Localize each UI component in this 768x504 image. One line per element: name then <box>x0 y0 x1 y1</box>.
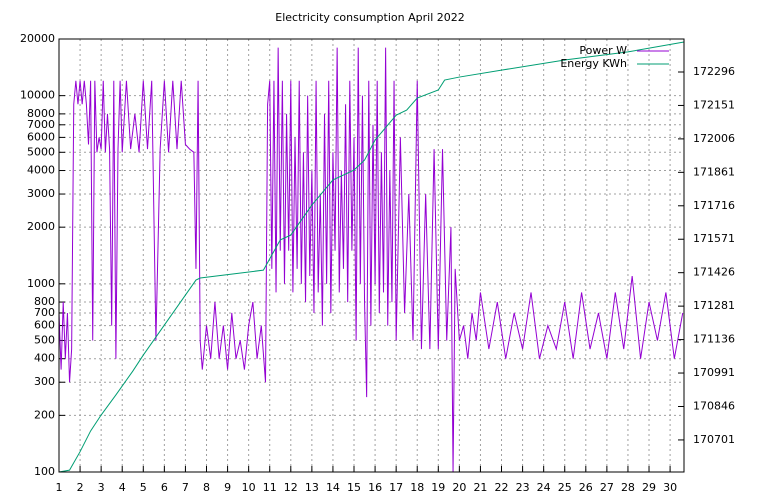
x-tick-label: 5 <box>140 481 147 494</box>
y2-tick-label: 172296 <box>693 65 735 78</box>
x-tick-label: 30 <box>663 481 677 494</box>
y2-tick-label: 170701 <box>693 433 735 446</box>
x-tick-label: 7 <box>182 481 189 494</box>
y2-tick-label: 171426 <box>693 266 735 279</box>
y-tick-label: 200 <box>34 408 55 421</box>
y-tick-label: 400 <box>34 352 55 365</box>
y-tick-label: 100 <box>34 465 55 478</box>
legend-label: Power W <box>579 44 627 57</box>
y-tick-label: 20000 <box>20 32 55 45</box>
x-tick-label: 15 <box>347 481 361 494</box>
x-tick-label: 28 <box>621 481 635 494</box>
legend-label: Energy KWh <box>560 57 627 70</box>
x-tick-label: 4 <box>119 481 126 494</box>
y2-tick-label: 170991 <box>693 366 735 379</box>
x-tick-label: 27 <box>600 481 614 494</box>
y-tick-label: 10000 <box>20 89 55 102</box>
x-tick-label: 3 <box>98 481 105 494</box>
x-tick-label: 23 <box>516 481 530 494</box>
y-tick-label: 4000 <box>27 164 55 177</box>
x-tick-label: 6 <box>161 481 168 494</box>
x-tick-label: 17 <box>389 481 403 494</box>
y-tick-label: 800 <box>34 295 55 308</box>
data-line <box>58 41 685 473</box>
y-tick-label: 5000 <box>27 145 55 158</box>
y2-tick-label: 171136 <box>693 333 735 346</box>
data-line <box>58 47 684 473</box>
y2-tick-label: 171281 <box>693 299 735 312</box>
x-tick-label: 21 <box>473 481 487 494</box>
x-tick-label: 25 <box>558 481 572 494</box>
x-tick-label: 1 <box>56 481 63 494</box>
y2-tick-label: 170846 <box>693 399 735 412</box>
y-tick-label: 600 <box>34 319 55 332</box>
x-tick-label: 26 <box>579 481 593 494</box>
y-tick-label: 2000 <box>27 220 55 233</box>
x-tick-label: 8 <box>203 481 210 494</box>
x-tick-label: 22 <box>495 481 509 494</box>
y2-tick-label: 171716 <box>693 199 735 212</box>
y-tick-label: 8000 <box>27 107 55 120</box>
x-tick-label: 9 <box>224 481 231 494</box>
x-tick-label: 11 <box>263 481 277 494</box>
y-tick-label: 3000 <box>27 187 55 200</box>
y-tick-label: 300 <box>34 375 55 388</box>
x-tick-label: 16 <box>368 481 382 494</box>
y2-tick-label: 171861 <box>693 165 735 178</box>
x-tick-label: 12 <box>284 481 298 494</box>
x-tick-label: 13 <box>305 481 319 494</box>
x-tick-label: 10 <box>242 481 256 494</box>
y-tick-label: 7000 <box>27 118 55 131</box>
x-tick-label: 20 <box>452 481 466 494</box>
x-tick-label: 19 <box>431 481 445 494</box>
y2-tick-label: 172151 <box>693 98 735 111</box>
y2-tick-label: 172006 <box>693 132 735 145</box>
x-tick-label: 24 <box>537 481 551 494</box>
chart-title: Electricity consumption April 2022 <box>275 11 465 24</box>
x-tick-label: 2 <box>77 481 84 494</box>
y2-tick-label: 171571 <box>693 232 735 245</box>
x-tick-label: 29 <box>642 481 656 494</box>
y-tick-label: 6000 <box>27 130 55 143</box>
y-tick-label: 1000 <box>27 277 55 290</box>
plot-border <box>58 38 685 473</box>
y-tick-label: 700 <box>34 306 55 319</box>
x-tick-label: 18 <box>410 481 424 494</box>
y-tick-label: 500 <box>34 333 55 346</box>
x-tick-label: 14 <box>326 481 340 494</box>
